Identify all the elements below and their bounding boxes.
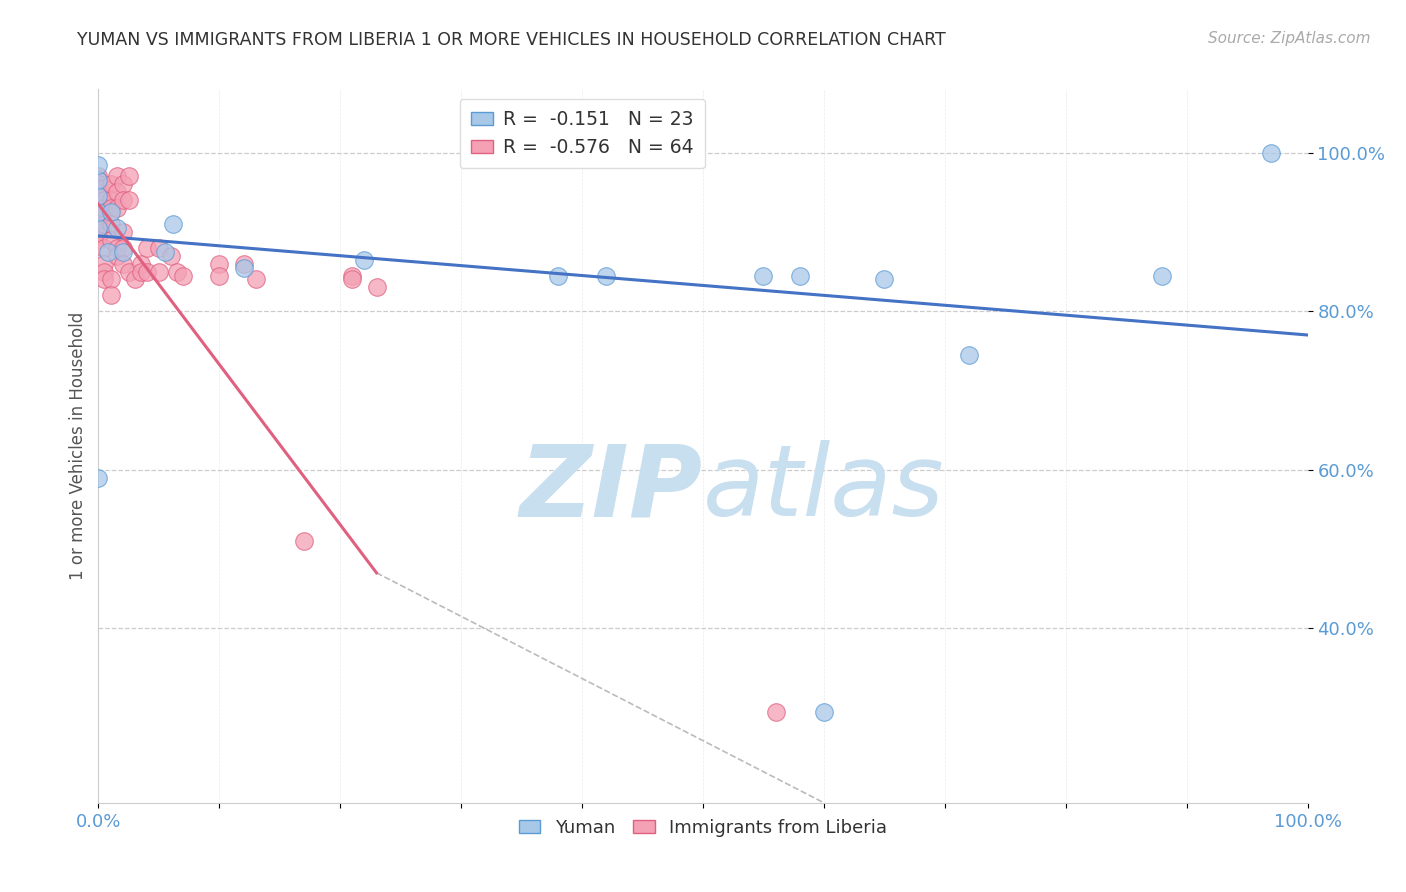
Point [87,205,110,219]
Text: Source: ZipAtlas.com: Source: ZipAtlas.com [1208,31,1371,46]
Point [129,264,152,278]
Point [124,272,146,286]
Point [100,201,122,215]
Point [547,268,569,283]
Point [118,264,141,278]
Point [93,257,115,271]
Text: ZIP: ZIP [520,441,703,537]
Point [148,241,170,255]
Point [93,272,115,286]
Point [87,225,110,239]
Point [129,257,152,271]
Point [105,241,128,255]
Point [135,264,157,278]
Point [813,705,835,719]
Point [87,189,110,203]
Point [873,272,896,286]
Point [87,186,110,200]
Point [105,169,128,184]
Point [93,193,115,207]
Point [93,241,115,255]
Point [111,244,134,259]
Point [208,268,231,283]
Point [100,178,122,192]
Point [153,244,176,259]
Point [87,217,110,231]
Point [87,228,110,243]
Point [87,189,110,203]
Point [87,157,110,171]
Point [105,249,128,263]
Point [1152,268,1174,283]
Point [172,268,194,283]
Point [1260,145,1282,160]
Point [87,471,110,485]
Point [97,244,120,259]
Point [342,272,364,286]
Point [87,197,110,211]
Point [789,268,811,283]
Point [100,205,122,219]
Point [245,272,267,286]
Point [111,225,134,239]
Point [366,280,388,294]
Point [93,264,115,278]
Point [100,193,122,207]
Point [111,193,134,207]
Point [160,249,183,263]
Point [87,209,110,223]
Y-axis label: 1 or more Vehicles in Household: 1 or more Vehicles in Household [69,312,87,580]
Point [118,169,141,184]
Point [100,233,122,247]
Point [93,201,115,215]
Point [105,201,128,215]
Text: YUMAN VS IMMIGRANTS FROM LIBERIA 1 OR MORE VEHICLES IN HOUSEHOLD CORRELATION CHA: YUMAN VS IMMIGRANTS FROM LIBERIA 1 OR MO… [77,31,946,49]
Point [87,181,110,195]
Point [752,268,775,283]
Point [148,264,170,278]
Point [100,217,122,231]
Point [93,181,115,195]
Point [87,173,110,187]
Point [87,213,110,227]
Point [118,193,141,207]
Point [105,221,128,235]
Point [100,272,122,286]
Point [342,268,364,283]
Point [87,193,110,207]
Point [111,257,134,271]
Point [87,169,110,184]
Point [208,257,231,271]
Point [87,233,110,247]
Legend: Yuman, Immigrants from Liberia: Yuman, Immigrants from Liberia [512,812,894,844]
Point [111,241,134,255]
Point [166,264,188,278]
Point [765,705,787,719]
Point [957,348,980,362]
Point [87,221,110,235]
Point [353,252,375,267]
Text: atlas: atlas [703,441,945,537]
Point [87,201,110,215]
Point [87,221,110,235]
Point [87,178,110,192]
Point [100,288,122,302]
Point [87,205,110,219]
Point [162,217,184,231]
Point [292,534,315,549]
Point [232,260,254,275]
Point [232,257,254,271]
Point [135,241,157,255]
Point [93,217,115,231]
Point [111,178,134,192]
Point [87,173,110,187]
Point [105,186,128,200]
Point [595,268,617,283]
